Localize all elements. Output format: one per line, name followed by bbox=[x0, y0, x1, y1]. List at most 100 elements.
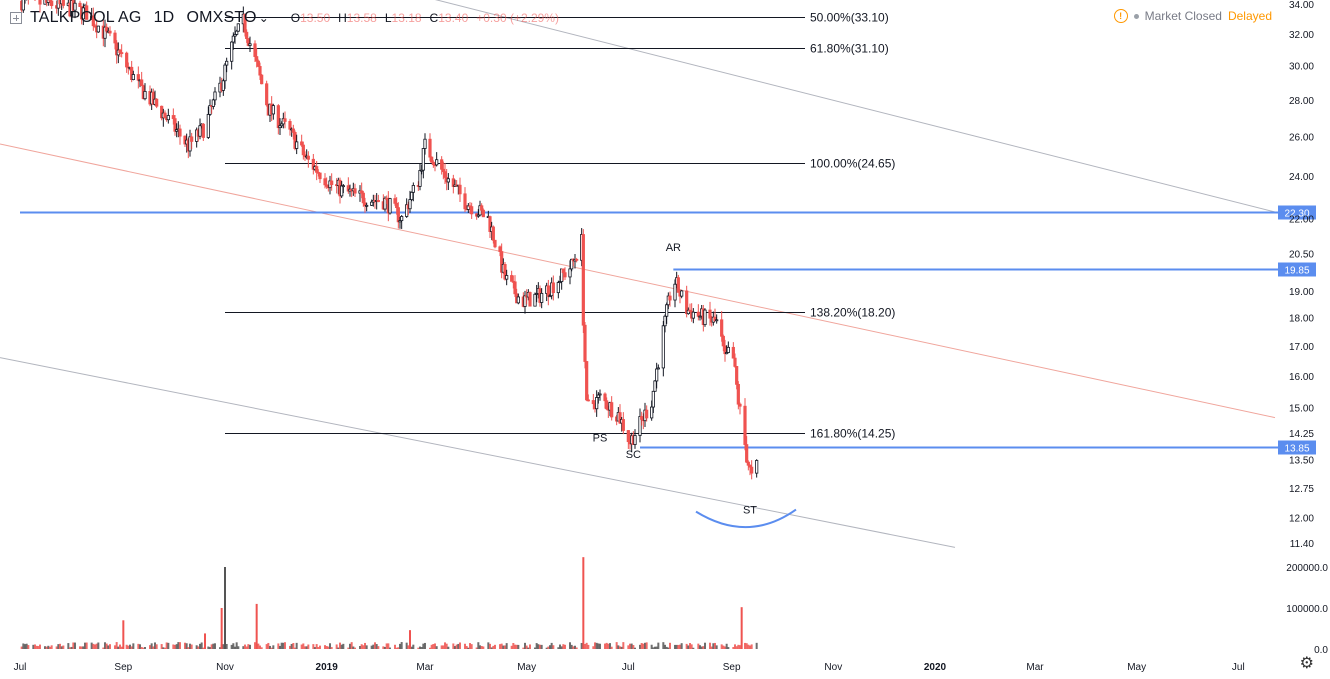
warning-icon[interactable]: ! bbox=[1113, 9, 1128, 23]
symbol-name[interactable]: TALKPOOL AG bbox=[30, 9, 142, 26]
candle-body bbox=[91, 15, 95, 27]
volume-bar bbox=[362, 645, 365, 649]
volume-bar bbox=[160, 644, 163, 649]
volume-bar bbox=[260, 647, 263, 649]
candle-body bbox=[655, 368, 659, 382]
candle-body bbox=[585, 361, 589, 401]
volume-bar bbox=[714, 642, 716, 649]
candle-body bbox=[633, 435, 637, 445]
volume-bar bbox=[210, 644, 213, 649]
volume-bar bbox=[747, 644, 750, 649]
volume-bar bbox=[675, 644, 678, 649]
candle-body bbox=[746, 461, 750, 466]
volume-bar bbox=[207, 646, 210, 649]
candle-body bbox=[171, 115, 175, 120]
candle-body bbox=[256, 60, 260, 67]
gear-icon[interactable]: ⚙ bbox=[1299, 655, 1314, 672]
delayed-label[interactable]: Delayed bbox=[1227, 9, 1272, 23]
candle-body bbox=[306, 155, 310, 160]
volume-bar bbox=[125, 644, 128, 649]
fibonacci-levels[interactable]: 50.00%(33.10) 61.80%(31.10) 100.00%(24.65)… bbox=[225, 11, 895, 441]
volume-bar bbox=[279, 645, 281, 649]
volume-bar bbox=[307, 644, 310, 649]
volume-bar bbox=[650, 644, 653, 649]
channel-upper-line[interactable] bbox=[430, 0, 1276, 213]
volume-bar bbox=[397, 647, 400, 649]
candle-body bbox=[743, 405, 747, 445]
trend-channel[interactable] bbox=[0, 0, 1276, 548]
price-tick-label: 14.25 bbox=[1289, 429, 1314, 440]
volume-bar bbox=[360, 644, 363, 649]
volume-bar bbox=[479, 645, 481, 649]
candle-body bbox=[446, 178, 450, 183]
volume-bar bbox=[697, 643, 700, 649]
volume-bar bbox=[552, 645, 555, 649]
candle-body bbox=[651, 390, 655, 408]
price-level-tag[interactable] bbox=[1278, 440, 1316, 455]
price-tick-label: 28.00 bbox=[1289, 96, 1314, 107]
candle-body bbox=[291, 128, 295, 133]
volume-bar bbox=[562, 644, 565, 649]
candle-body bbox=[253, 43, 257, 57]
volume-bar bbox=[424, 642, 426, 649]
channel-lower-line[interactable] bbox=[0, 357, 956, 548]
volume-bar bbox=[447, 646, 450, 649]
candle-body bbox=[640, 416, 644, 420]
volume-bar bbox=[499, 644, 501, 649]
volume-bar bbox=[605, 642, 608, 649]
volume-bar bbox=[127, 645, 130, 649]
volume-bar bbox=[177, 642, 180, 649]
volume-bar bbox=[197, 646, 200, 649]
volume-bar bbox=[654, 646, 656, 649]
volume-bar bbox=[700, 646, 703, 649]
volume-bar bbox=[84, 642, 86, 649]
volume-bar bbox=[167, 642, 170, 649]
volume-bar bbox=[327, 646, 330, 649]
candle-body bbox=[201, 123, 205, 138]
volume-bar bbox=[512, 642, 515, 649]
volume-bar bbox=[24, 644, 26, 649]
volume-bar bbox=[104, 642, 106, 649]
volume-bar bbox=[559, 644, 561, 649]
volume-bar bbox=[57, 644, 60, 649]
volume-bar bbox=[292, 643, 295, 649]
volume-bar bbox=[342, 643, 345, 649]
chevron-down-icon[interactable]: ⌄ bbox=[258, 11, 269, 25]
interval-label[interactable]: 1D bbox=[153, 9, 175, 26]
price-level-tag-text: 22.30 bbox=[1284, 209, 1309, 220]
channel-midline[interactable] bbox=[0, 143, 1276, 419]
volume-bar bbox=[720, 644, 723, 649]
time-tick-label: Sep bbox=[114, 662, 132, 673]
volume-bar bbox=[534, 647, 536, 649]
candle-body bbox=[178, 128, 182, 137]
volume-bar bbox=[119, 644, 121, 649]
volume-bar bbox=[47, 645, 50, 649]
volume-bar bbox=[329, 643, 331, 649]
candle-body bbox=[213, 91, 217, 101]
time-axis[interactable]: Jul Sep Nov 2019 Mar May Jul Sep Nov 2020 Mar May Ju… bbox=[14, 662, 1330, 673]
candle-body bbox=[271, 105, 275, 115]
volume-bar bbox=[27, 645, 30, 649]
volume-bar bbox=[265, 644, 268, 649]
price-tick-label: 32.00 bbox=[1289, 30, 1314, 41]
plus-square-icon[interactable] bbox=[10, 12, 22, 24]
volume-bar bbox=[545, 647, 548, 649]
exchange-label[interactable]: OMXSTO bbox=[186, 9, 257, 26]
volume-bar bbox=[49, 646, 51, 649]
price-level-tag[interactable] bbox=[1278, 262, 1316, 277]
volume-bar bbox=[690, 644, 693, 649]
candle-body bbox=[258, 66, 262, 76]
volume-bar bbox=[97, 642, 100, 649]
candle-body bbox=[248, 43, 252, 46]
volume-bar bbox=[204, 633, 206, 649]
price-axis[interactable]: 34.00 32.00 30.00 28.00 26.00 24.00 22.00 20.50… bbox=[1286, 0, 1328, 656]
price-level-tag[interactable] bbox=[1278, 205, 1316, 220]
candle-body bbox=[221, 80, 225, 91]
horizontal-levels[interactable]: 22.30 19.85 13.85 bbox=[20, 205, 1316, 455]
volume-bar bbox=[384, 646, 386, 649]
volume-bar bbox=[709, 642, 711, 649]
volume-bar bbox=[294, 647, 296, 649]
candle-body bbox=[48, 0, 52, 2]
volume-bar bbox=[352, 646, 355, 649]
